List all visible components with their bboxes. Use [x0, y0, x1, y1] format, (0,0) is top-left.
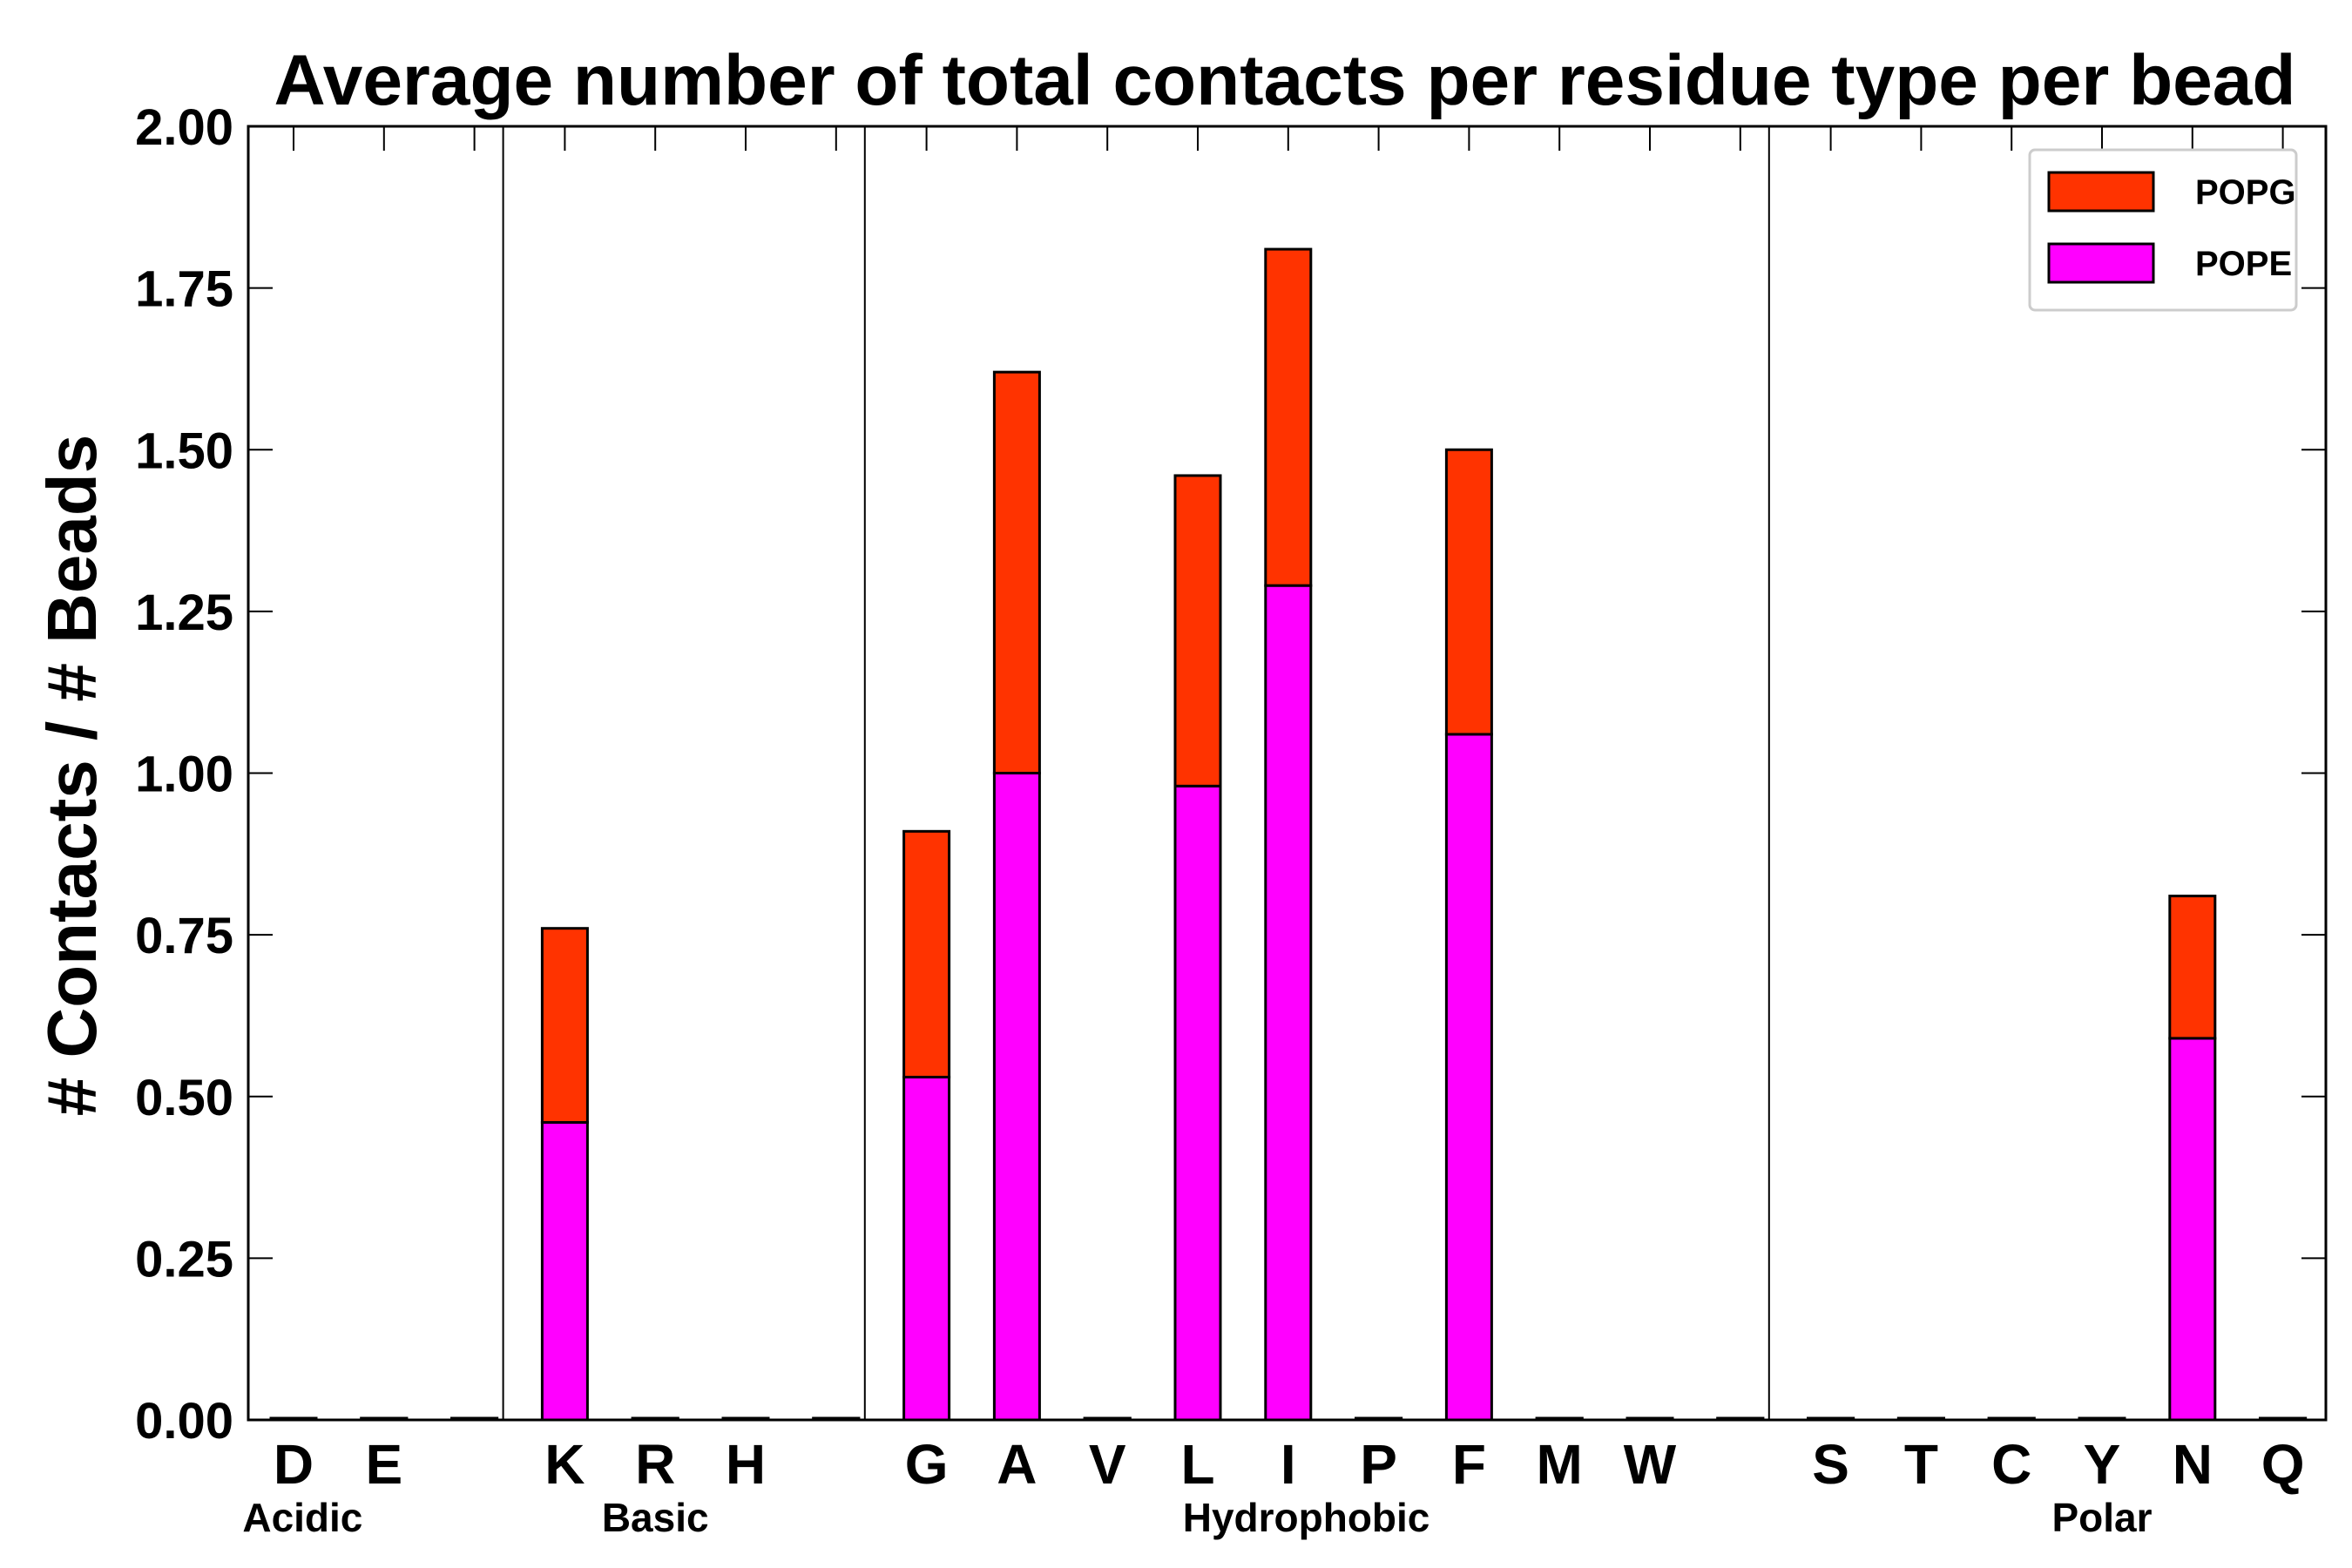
x-tick-label-f: F: [1452, 1433, 1486, 1496]
y-tick-label: 1.00: [135, 747, 233, 803]
group-separators: [502, 126, 1770, 1420]
x-tick-label-p: P: [1360, 1433, 1397, 1496]
x-tick-label-q: Q: [2261, 1433, 2305, 1496]
x-tick-label-c: C: [1991, 1433, 2031, 1496]
x-tick-label-y: Y: [2084, 1433, 2121, 1496]
x-tick-label-v: V: [1089, 1433, 1126, 1496]
x-tick-label-h: H: [726, 1433, 766, 1496]
x-tick-label-n: N: [2173, 1433, 2213, 1496]
legend-swatch-pope: [2047, 242, 2155, 284]
bar-popg-f: [1444, 448, 1493, 736]
plot-frame: [247, 125, 2328, 1422]
legend-label-pope: POPE: [2195, 245, 2292, 283]
x-tick-label-s: S: [1812, 1433, 1849, 1496]
x-tick-label-e: E: [365, 1433, 402, 1496]
y-tick-label: 0.50: [135, 1070, 233, 1126]
bar-popg-i: [1264, 247, 1313, 587]
x-tick-label-r: R: [635, 1433, 675, 1496]
x-tick-label-d: D: [274, 1433, 314, 1496]
y-tick-label: 1.25: [135, 585, 233, 641]
x-tick-label-w: W: [1624, 1433, 1677, 1496]
bars-layer: [269, 247, 2308, 1422]
legend: POPG POPE: [2028, 148, 2298, 312]
bar-popg-g: [902, 829, 951, 1078]
x-tick-label-l: L: [1180, 1433, 1214, 1496]
group-label-basic: Basic: [602, 1495, 709, 1540]
x-tick-label-t: T: [1904, 1433, 1938, 1496]
y-tick-label: 1.75: [135, 261, 233, 318]
bar-popg-a: [992, 370, 1041, 774]
x-tick-label-g: G: [905, 1433, 949, 1496]
y-axis-label: # Contacts / # Beads: [33, 435, 111, 1117]
y-tick-label: 0.00: [135, 1393, 233, 1450]
x-tick-label-m: M: [1537, 1433, 1583, 1496]
bar-popg-n: [2168, 895, 2217, 1040]
bar-pope-k: [540, 1120, 589, 1422]
y-tick-label: 2.00: [135, 99, 233, 156]
y-axis-ticks: 0.00 0.25 0.50 0.75 1.00 1.25 1.50 1.75 2.00: [135, 99, 2326, 1450]
bar-popg-k: [540, 927, 589, 1124]
bar-pope-l: [1173, 784, 1222, 1422]
bar-pope-f: [1444, 733, 1493, 1422]
legend-swatch-popg: [2047, 171, 2155, 213]
x-tick-label-k: K: [544, 1433, 585, 1496]
y-tick-label: 0.75: [135, 908, 233, 964]
x-tick-label-i: I: [1281, 1433, 1296, 1496]
bar-pope-g: [902, 1075, 951, 1422]
group-label-hydrophobic: Hydrophobic: [1183, 1495, 1430, 1540]
chart-title: Average number of total contacts per res…: [274, 41, 2296, 120]
group-label-polar: Polar: [2051, 1495, 2152, 1540]
bar-pope-i: [1264, 584, 1313, 1422]
y-tick-label: 0.25: [135, 1231, 233, 1288]
x-tick-label-a: A: [997, 1433, 1037, 1496]
legend-label-popg: POPG: [2195, 173, 2296, 212]
y-tick-label: 1.50: [135, 422, 233, 479]
bar-popg-l: [1173, 474, 1222, 787]
bar-pope-n: [2168, 1037, 2217, 1422]
bar-pope-a: [992, 772, 1041, 1422]
group-label-acidic: Acidic: [242, 1495, 362, 1540]
group-labels: Acidic Basic Hydrophobic Polar: [242, 1495, 2152, 1540]
